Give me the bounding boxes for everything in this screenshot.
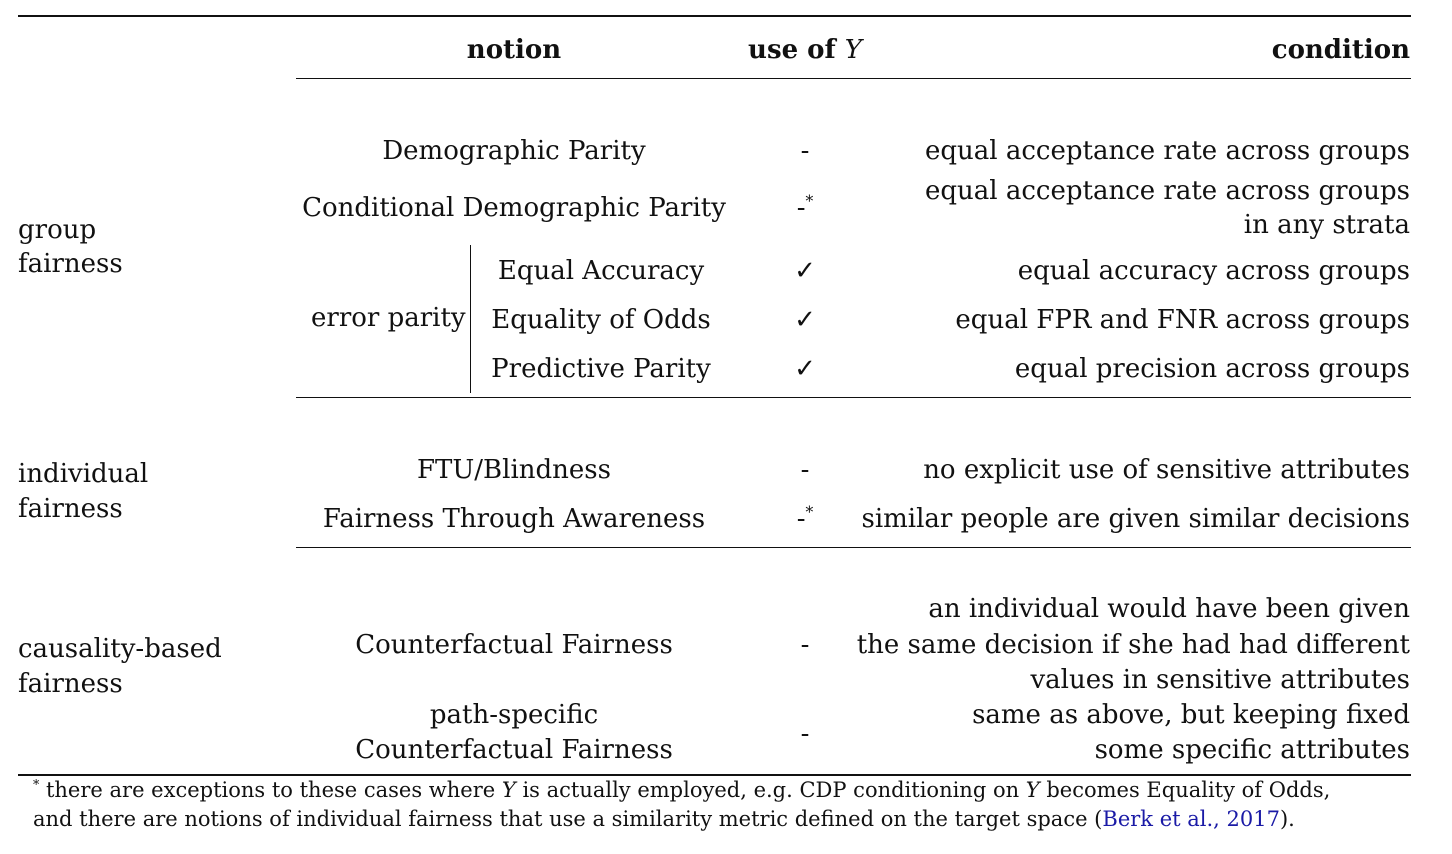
use-fta-dash: - — [796, 504, 806, 534]
group-fairness-bottom-rule — [296, 397, 1411, 398]
notion-demographic-parity: Demographic Parity — [382, 136, 646, 166]
header-y-variable: Y — [844, 35, 862, 65]
condition-cf-line3: values in sensitive attributes — [1030, 665, 1410, 695]
citation-link[interactable]: Berk et al., 2017 — [1102, 807, 1280, 831]
use-conditional-demographic-parity: -* — [797, 193, 814, 223]
use-predictive-parity-check: ✓ — [794, 354, 816, 384]
notion-equal-accuracy: Equal Accuracy — [497, 256, 705, 286]
notion-equality-of-odds: Equality of Odds — [491, 305, 711, 335]
top-rule — [18, 15, 1411, 17]
notion-pscf-line2: Counterfactual Fairness — [355, 735, 673, 765]
notion-fairness-through-awareness: Fairness Through Awareness — [322, 504, 706, 534]
footnote-line1-b: is actually employed, e.g. CDP condition… — [515, 778, 1026, 802]
notion-counterfactual-fairness: Counterfactual Fairness — [355, 630, 673, 660]
condition-demographic-parity: equal acceptance rate across groups — [925, 136, 1410, 166]
error-parity-divider — [470, 245, 471, 393]
group-fairness-label-line2: fairness — [18, 249, 123, 279]
bottom-rule — [18, 774, 1411, 776]
condition-cdp-line1: equal acceptance rate across groups — [925, 176, 1410, 206]
condition-cf-line2: the same decision if she had had differe… — [856, 630, 1410, 660]
use-fta-footnote-mark: * — [805, 503, 814, 522]
header-use-of-y: use of Y — [748, 35, 862, 65]
use-counterfactual-fairness: - — [800, 630, 810, 660]
footnote-line2-a: and there are notions of individual fair… — [33, 807, 1103, 831]
notion-conditional-demographic-parity: Conditional Demographic Parity — [302, 193, 726, 223]
header-condition: condition — [1271, 35, 1410, 65]
individual-fairness-label-line1: individual — [18, 459, 149, 489]
causality-fairness-label-line2: fairness — [18, 669, 123, 699]
group-fairness-label-line1: group — [18, 215, 97, 245]
use-pscf: - — [800, 719, 810, 749]
individual-fairness-bottom-rule — [296, 547, 1411, 548]
condition-predictive-parity: equal precision across groups — [1014, 354, 1410, 384]
footnote-line1-c: becomes Equality of Odds, — [1039, 778, 1331, 802]
use-equality-of-odds-check: ✓ — [794, 305, 816, 335]
use-cdp-footnote-mark: * — [805, 192, 814, 211]
footnote-y-variable-2: Y — [1025, 778, 1040, 802]
condition-cf-line1: an individual would have been given — [928, 594, 1410, 624]
use-cdp-dash: - — [796, 193, 806, 223]
header-use-of-y-prefix: use of — [748, 35, 836, 65]
footnote-line1-a: there are exceptions to these cases wher… — [39, 778, 502, 802]
footnote-line1: * there are exceptions to these cases wh… — [33, 776, 1330, 804]
condition-equal-accuracy: equal accuracy across groups — [1017, 256, 1410, 286]
condition-pscf-line1: same as above, but keeping fixed — [972, 700, 1410, 730]
footnote-line2-b: ). — [1279, 807, 1295, 831]
notion-pscf-line1: path-specific — [429, 700, 599, 730]
header-notion: notion — [466, 35, 562, 65]
footnote-line2: and there are notions of individual fair… — [33, 805, 1295, 833]
footnote-y-variable-1: Y — [501, 778, 516, 802]
condition-equality-of-odds: equal FPR and FNR across groups — [955, 305, 1410, 335]
notion-ftu-blindness: FTU/Blindness — [417, 455, 611, 485]
error-parity-label: error parity — [311, 303, 466, 333]
condition-cdp-line2: in any strata — [1243, 210, 1410, 240]
use-ftu-blindness: - — [800, 455, 810, 485]
use-demographic-parity: - — [800, 136, 810, 166]
condition-ftu-blindness: no explicit use of sensitive attributes — [923, 455, 1410, 485]
notion-predictive-parity: Predictive Parity — [491, 354, 711, 384]
individual-fairness-label-line2: fairness — [18, 494, 123, 524]
causality-fairness-label-line1: causality-based — [18, 634, 222, 664]
footnote-mark: * — [33, 777, 40, 792]
use-fairness-through-awareness: -* — [797, 504, 814, 534]
condition-fairness-through-awareness: similar people are given similar decisio… — [861, 504, 1410, 534]
use-equal-accuracy-check: ✓ — [794, 256, 816, 286]
condition-pscf-line2: some specific attributes — [1094, 735, 1410, 765]
header-rule — [296, 78, 1411, 79]
